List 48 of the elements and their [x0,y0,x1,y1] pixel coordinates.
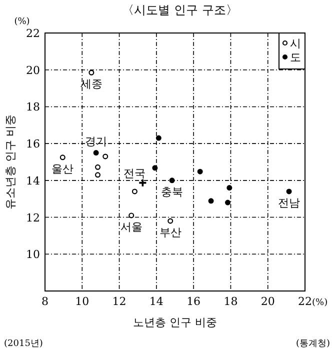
point [156,135,162,141]
point [208,198,214,204]
y-tick-label: 12 [26,211,40,224]
annotation: 울산 [52,162,74,176]
point [224,200,230,206]
point [132,188,138,194]
annotation: 전남 [278,196,300,210]
legend-label: 시 [290,37,301,50]
y-tick-label: 22 [26,27,40,40]
point [94,172,100,178]
point [168,218,174,224]
point [94,164,100,170]
annotation: 충북 [161,185,184,198]
x-tick-label: 10 [75,295,90,308]
point [169,178,175,184]
chart-title: 〈시도별 인구 구조〉 [122,3,238,17]
text: (통계청) [296,339,330,349]
text: (%) [14,17,30,27]
x-axis-title: 노년층 인구 비중 [133,316,217,329]
x-tick-label: 14 [149,295,164,308]
annotation: 서울 [120,220,142,234]
x-tick-label: 12 [112,295,126,308]
series-label: 전국 [124,166,146,180]
y-tick-label: 14 [26,174,40,188]
point [152,165,158,171]
y-tick-label: 20 [26,64,40,77]
point [286,188,292,194]
y-tick-label: 10 [26,248,40,262]
y-tick-label: 18 [26,100,40,114]
text: (2015년) [4,339,43,349]
point [128,212,134,218]
annotation: 부산 [159,226,182,239]
point [60,154,66,160]
x-tick-label: 16 [186,295,201,308]
annotation: 경기 [85,134,108,148]
x-tick-label: 20 [260,295,275,308]
x-tick-label: 22(%) [298,295,328,308]
x-tick-label: 18 [224,295,238,308]
point [93,150,99,156]
point [197,168,203,174]
y-axis-title: 유소년층 인구 비중 [4,114,17,210]
point [226,185,232,191]
y-tick-label: 16 [26,138,40,151]
point [88,70,94,76]
legend-label: 도 [290,51,301,64]
point [102,154,108,160]
annotation: 세종 [80,78,102,91]
x-tick-label: 8 [42,295,48,308]
